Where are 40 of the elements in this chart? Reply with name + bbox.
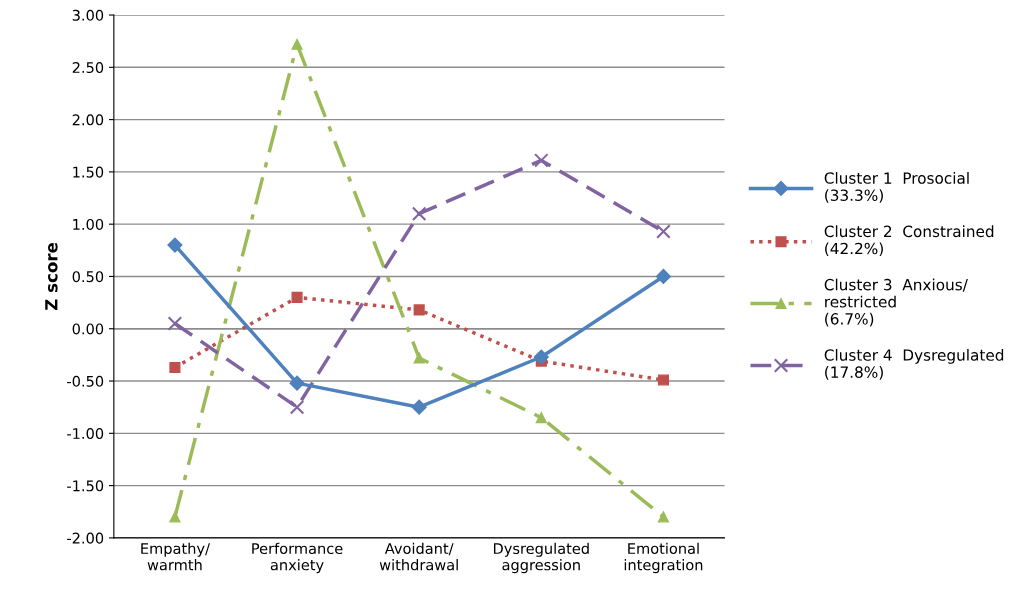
- point: [167, 316, 183, 331]
- y-tick-label: -1.50: [67, 480, 104, 492]
- legend-label: Cluster 3 Anxious/ restricted (6.7%): [824, 278, 968, 327]
- point: [289, 375, 305, 391]
- x-tick-label: Performance anxiety: [252, 542, 343, 574]
- point: [657, 511, 669, 523]
- y-tick-label: 2.50: [72, 62, 104, 74]
- point: [533, 349, 549, 365]
- y-tick-label: 1.50: [73, 166, 104, 178]
- y-tick-label: -0.50: [67, 375, 104, 387]
- point: [535, 412, 547, 424]
- legend-label: Cluster 2 Constrained (42.2%): [824, 225, 994, 257]
- point: [413, 352, 425, 364]
- point: [655, 268, 672, 285]
- y-axis-title: Z score: [45, 242, 58, 311]
- point: [657, 374, 669, 386]
- point: [291, 291, 303, 303]
- point: [167, 237, 183, 253]
- y-tick-label: 0.50: [72, 271, 104, 283]
- legend-label: Cluster 4 Dysregulated (17.8%): [824, 348, 1004, 380]
- point: [413, 304, 425, 316]
- y-tick-label: 0.00: [72, 323, 104, 335]
- point: [411, 206, 427, 222]
- point: [656, 224, 671, 239]
- point: [291, 38, 303, 50]
- y-tick-label: 3.00: [72, 9, 104, 21]
- point: [534, 153, 549, 168]
- x-tick-label: Emotional integration: [624, 542, 703, 574]
- x-tick-label: Dysregulated aggression: [493, 542, 589, 574]
- legend-label: Cluster 1 Prosocial (33.3%): [824, 172, 969, 203]
- y-tick-label: 2.00: [72, 114, 104, 126]
- point: [169, 511, 181, 523]
- y-tick-label: -1.00: [67, 428, 104, 440]
- x-tick-label: Empathy/ warmth: [141, 542, 210, 571]
- x-tick-label: Avoidant/ withdrawal: [379, 542, 458, 571]
- point: [169, 361, 181, 373]
- y-tick-label: -2.00: [67, 532, 104, 544]
- point: [289, 399, 305, 415]
- y-tick-label: 1.00: [73, 218, 104, 230]
- point: [411, 399, 427, 415]
